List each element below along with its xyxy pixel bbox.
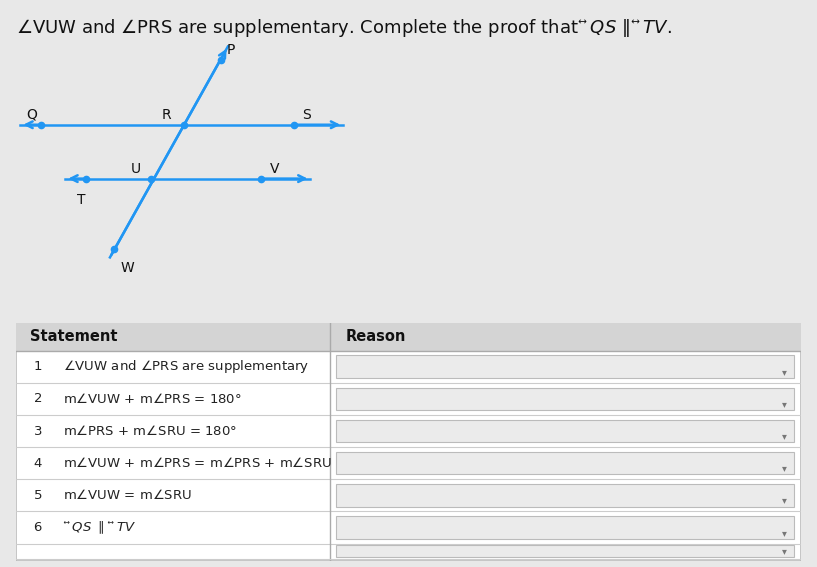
Text: ▾: ▾ [782, 463, 787, 473]
Text: m$\angle$VUW = m$\angle$SRU: m$\angle$VUW = m$\angle$SRU [64, 488, 193, 502]
Bar [16, 323, 801, 350]
Bar [337, 420, 794, 442]
Text: Reason: Reason [346, 329, 406, 344]
Bar [337, 388, 794, 410]
Text: S: S [302, 108, 311, 122]
Bar [337, 356, 794, 378]
Text: V: V [270, 162, 279, 176]
Text: P: P [227, 43, 235, 57]
Text: $\angle$VUW and $\angle$PRS are supplementary. Complete the proof that $\overlef: $\angle$VUW and $\angle$PRS are suppleme… [16, 17, 672, 39]
Text: ▾: ▾ [782, 367, 787, 376]
Text: ▾: ▾ [782, 399, 787, 409]
Text: 5: 5 [33, 489, 42, 502]
Text: 1: 1 [33, 360, 42, 373]
Text: T: T [78, 193, 86, 207]
Text: 4: 4 [33, 456, 42, 469]
Text: 2: 2 [33, 392, 42, 405]
Text: 3: 3 [33, 425, 42, 438]
Text: W: W [121, 261, 134, 275]
Text: $\angle$VUW and $\angle$PRS are supplementary: $\angle$VUW and $\angle$PRS are suppleme… [64, 358, 310, 375]
Text: ▾: ▾ [782, 528, 787, 538]
Bar [337, 545, 794, 557]
Text: $\overleftrightarrow{QS}$ $\parallel$ $\overleftrightarrow{TV}$: $\overleftrightarrow{QS}$ $\parallel$ $\… [64, 519, 136, 536]
Text: Statement: Statement [30, 329, 118, 344]
Bar [337, 484, 794, 507]
Text: m$\angle$VUW + m$\angle$PRS = 180°: m$\angle$VUW + m$\angle$PRS = 180° [64, 392, 242, 406]
Text: R: R [162, 108, 171, 122]
Text: ▾: ▾ [782, 431, 787, 441]
Text: U: U [131, 162, 141, 176]
Text: ▾: ▾ [782, 547, 787, 556]
Text: m$\angle$PRS + m$\angle$SRU = 180°: m$\angle$PRS + m$\angle$SRU = 180° [64, 424, 238, 438]
Text: Q: Q [26, 108, 37, 122]
Bar [337, 452, 794, 475]
Text: m$\angle$VUW + m$\angle$PRS = m$\angle$PRS + m$\angle$SRU: m$\angle$VUW + m$\angle$PRS = m$\angle$P… [64, 456, 333, 470]
Text: ▾: ▾ [782, 496, 787, 505]
Text: 6: 6 [33, 521, 42, 534]
Bar [337, 517, 794, 539]
